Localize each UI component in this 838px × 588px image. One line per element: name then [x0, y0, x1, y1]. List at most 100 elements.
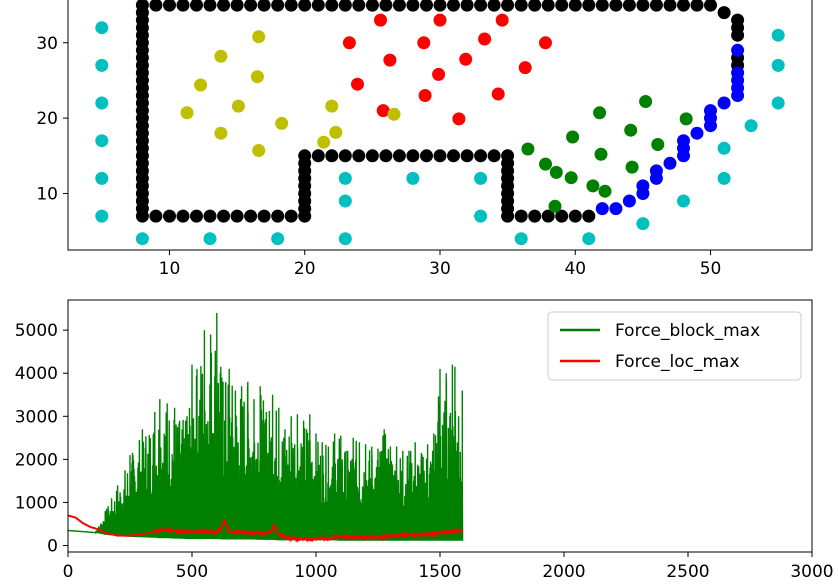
scatter-point [352, 0, 366, 12]
scatter-point [376, 104, 390, 118]
scatter-point [135, 209, 149, 223]
x-tick-label: 2000 [542, 562, 585, 582]
scatter-point [275, 116, 289, 130]
scatter-point [149, 209, 163, 223]
scatter-point [717, 96, 731, 110]
scatter-point [586, 179, 600, 193]
scatter-point [176, 0, 190, 12]
scatter-point [244, 0, 258, 12]
y-tick-label: 5000 [15, 321, 58, 341]
x-tick-label: 20 [294, 259, 316, 279]
scatter-point [474, 171, 488, 185]
x-tick-label: 50 [700, 259, 722, 279]
series-line-force-block-max [67, 312, 464, 541]
scatter-point [244, 209, 258, 223]
scatter-point [383, 53, 397, 67]
scatter-point [95, 96, 109, 110]
scatter-point [365, 149, 379, 163]
x-tick-label: 10 [159, 259, 181, 279]
scatter-point [163, 0, 176, 12]
scatter-point [501, 0, 515, 12]
scatter-point [474, 0, 488, 12]
scatter-point [311, 0, 325, 12]
scatter-point [338, 194, 352, 208]
scatter-point [392, 0, 406, 12]
scatter-point [338, 171, 352, 185]
scatter-point [478, 32, 492, 46]
scatter-point [203, 0, 217, 12]
scatter-point [325, 99, 339, 113]
scatter-point [180, 106, 194, 120]
scatter-point [690, 126, 704, 140]
scatter-point [271, 0, 285, 12]
scatter-point [744, 119, 758, 133]
scatter-point [582, 232, 596, 246]
scatter-point [317, 135, 331, 149]
scatter-point [636, 217, 650, 231]
scatter-point [595, 0, 609, 12]
x-tick-label: 1000 [294, 562, 337, 582]
scatter-point [163, 209, 176, 223]
scatter-point [598, 184, 612, 198]
legend-label: Force_loc_max [615, 352, 740, 372]
scatter-point [649, 0, 663, 12]
scatter-plot-axes: 10 20 30 40 50 10 20 30 [36, 0, 813, 279]
scatter-point [622, 0, 636, 12]
scatter-point [771, 28, 785, 42]
scatter-point [704, 0, 717, 12]
scatter-point [95, 134, 109, 148]
scatter-point [190, 0, 203, 12]
scatter-point [351, 77, 364, 91]
scatter-point [690, 0, 704, 12]
scatter-point [501, 209, 515, 223]
scatter-point [651, 138, 665, 151]
scatter-point [609, 0, 623, 12]
scatter-point [217, 0, 231, 12]
scatter-point [514, 0, 528, 12]
legend: Force_block_max Force_loc_max [547, 311, 802, 381]
scatter-point [190, 209, 203, 223]
scatter-point [95, 58, 109, 72]
scatter-point [433, 149, 447, 163]
scatter-point [717, 141, 731, 155]
scatter-point [679, 112, 693, 126]
scatter-point [568, 209, 582, 223]
scatter-point [663, 156, 677, 170]
y-tick-label: 10 [36, 184, 58, 204]
scatter-point [649, 164, 663, 178]
scatter-point [406, 171, 420, 185]
scatter-point [149, 0, 163, 12]
scatter-point [298, 149, 312, 163]
scatter-point [566, 130, 580, 144]
scatter-point [406, 149, 420, 163]
x-tick-label: 2500 [666, 562, 709, 582]
scatter-point [257, 0, 271, 12]
scatter-point [203, 209, 217, 223]
scatter-point [387, 107, 401, 121]
scatter-point [491, 87, 505, 101]
scatter-point [406, 0, 420, 12]
scatter-point [298, 0, 312, 12]
scatter-point [459, 52, 473, 66]
scatter-point [447, 0, 460, 12]
scatter-point [203, 232, 217, 246]
scatter-point [717, 171, 731, 185]
scatter-point [271, 209, 285, 223]
scatter-point [541, 209, 555, 223]
scatter-point [284, 209, 298, 223]
scatter-point [518, 61, 532, 75]
y-tick-label: 2000 [15, 450, 58, 470]
scatter-point [771, 96, 785, 110]
scatter-point [521, 142, 535, 156]
scatter-point [447, 149, 460, 163]
y-tick-label: 1000 [15, 493, 58, 513]
y-tick-label: 4000 [15, 364, 58, 384]
scatter-point [731, 28, 745, 42]
scatter-point [338, 149, 352, 163]
series-line-force-loc-max [67, 514, 463, 541]
scatter-plot-points [95, 0, 785, 246]
scatter-point [555, 209, 569, 223]
scatter-point [217, 209, 231, 223]
scatter-point [625, 160, 639, 174]
